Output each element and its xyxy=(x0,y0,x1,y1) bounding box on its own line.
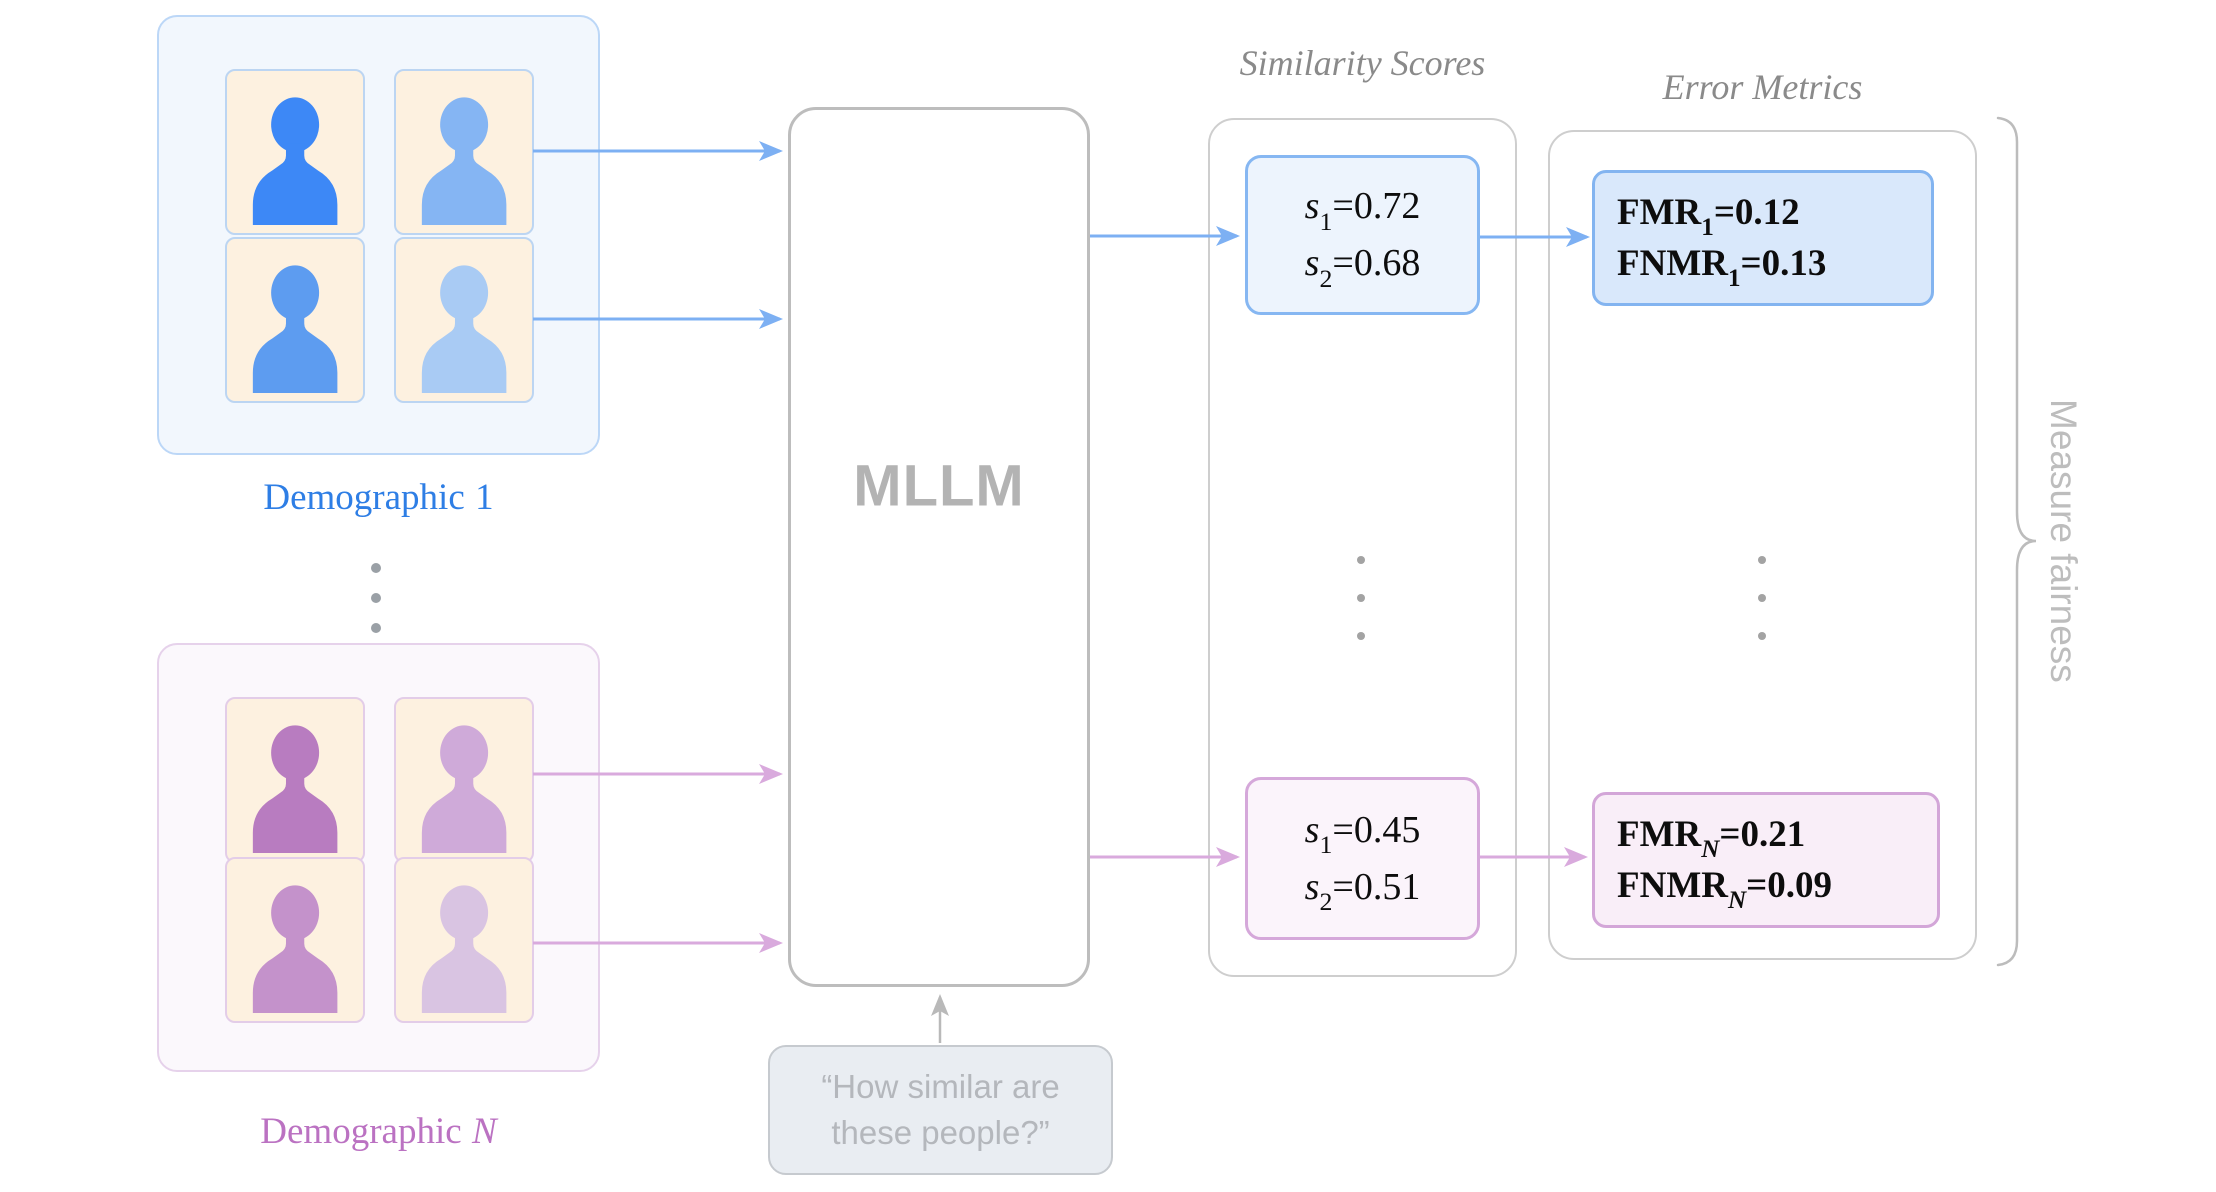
metric-value: =0.12 xyxy=(1713,191,1800,233)
person-icon xyxy=(252,265,338,393)
metric-value: =0.13 xyxy=(1740,243,1827,284)
photo-card xyxy=(225,69,365,235)
score-sub: 1 xyxy=(1319,206,1333,236)
error-metrics-title: Error Metrics xyxy=(1662,67,1863,107)
fairness-brace xyxy=(1996,116,2037,967)
metric-line-fmr: FMR1=0.12 xyxy=(1617,187,1931,242)
score-var: s xyxy=(1304,808,1320,851)
score-line-s1: s1=0.72 xyxy=(1305,178,1421,235)
error-box-demographic-1: FMR1=0.12 FNMR1=0.13 xyxy=(1592,170,1934,306)
score-sub: 1 xyxy=(1319,830,1333,860)
similarity-scores-title: Similarity Scores xyxy=(1239,43,1486,83)
metric-line-fnmr: FNMRN=0.09 xyxy=(1617,860,1937,915)
mllm-box: MLLM xyxy=(788,107,1090,987)
prompt-box: “How similar are these people?” xyxy=(768,1045,1113,1175)
person-icon xyxy=(421,97,507,225)
prompt-line-1: “How similar are xyxy=(821,1068,1060,1106)
demographic-1-group xyxy=(157,15,600,455)
demographic-1-label: Demographic 1 xyxy=(157,476,600,519)
score-line-s2: s2=0.51 xyxy=(1305,859,1421,916)
metric-sub: 1 xyxy=(1701,214,1714,242)
error-box-demographic-n: FMRN=0.21 FNMRN=0.09 xyxy=(1592,792,1940,928)
similarity-box-demographic-1: s1=0.72 s2=0.68 xyxy=(1245,155,1480,315)
demographic-n-index: N xyxy=(472,1111,497,1152)
metric-var: FMR xyxy=(1617,191,1702,233)
person-icon xyxy=(252,885,338,1013)
measure-fairness-label: Measure fairness xyxy=(2043,399,2084,683)
photo-card xyxy=(225,697,365,863)
photo-card xyxy=(225,857,365,1023)
photo-card xyxy=(394,697,534,863)
demographic-n-label: Demographic N xyxy=(157,1110,600,1153)
prompt-line-2: these people?” xyxy=(831,1114,1050,1151)
score-value: =0.72 xyxy=(1332,185,1421,227)
score-sub: 2 xyxy=(1319,887,1333,917)
metric-value: =0.21 xyxy=(1719,813,1806,855)
score-value: =0.45 xyxy=(1332,808,1421,851)
person-icon xyxy=(421,725,507,853)
score-var: s xyxy=(1304,185,1320,227)
person-icon xyxy=(421,265,507,393)
demographic-n-group xyxy=(157,643,600,1072)
photo-card xyxy=(225,237,365,403)
mllm-label: MLLM xyxy=(853,453,1025,519)
demographic-1-name: Demographic xyxy=(263,477,465,518)
score-value: =0.68 xyxy=(1332,242,1421,284)
photo-card xyxy=(394,857,534,1023)
score-sub: 2 xyxy=(1319,263,1333,293)
score-value: =0.51 xyxy=(1332,865,1421,908)
metric-line-fnmr: FNMR1=0.13 xyxy=(1617,238,1931,293)
score-line-s2: s2=0.68 xyxy=(1305,235,1421,292)
score-var: s xyxy=(1304,242,1320,284)
metric-value: =0.09 xyxy=(1746,865,1832,906)
photo-card xyxy=(394,237,534,403)
person-icon xyxy=(252,725,338,853)
metric-line-fmr: FMRN=0.21 xyxy=(1617,809,1937,864)
metric-var: FNMR xyxy=(1617,243,1728,284)
person-icon xyxy=(252,97,338,225)
similarity-box-demographic-n: s1=0.45 s2=0.51 xyxy=(1245,777,1480,940)
metric-var: FNMR xyxy=(1617,865,1728,906)
demographic-1-index: 1 xyxy=(475,477,494,518)
score-line-s1: s1=0.45 xyxy=(1305,802,1421,859)
metric-var: FMR xyxy=(1617,813,1702,855)
demographics-ellipsis xyxy=(371,563,381,633)
metric-sub: N xyxy=(1727,887,1747,915)
score-var: s xyxy=(1304,865,1320,908)
metric-sub: N xyxy=(1701,836,1720,864)
person-icon xyxy=(421,885,507,1013)
metric-sub: 1 xyxy=(1727,265,1741,293)
photo-card xyxy=(394,69,534,235)
demographic-n-name: Demographic xyxy=(260,1111,462,1152)
